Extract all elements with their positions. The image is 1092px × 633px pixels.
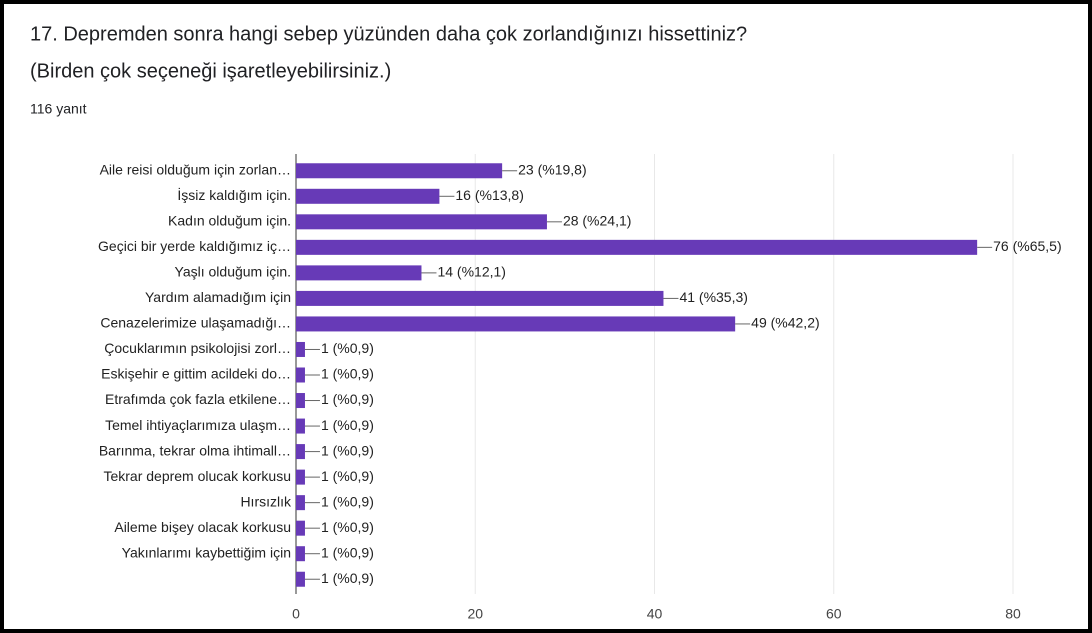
y-tick-label: Eskişehir e gittim acildeki do…: [101, 366, 291, 382]
y-tick-label: Temel ihtiyaçlarımıza ulaşm…: [105, 417, 291, 433]
value-label: 1 (%0,9): [321, 570, 374, 586]
y-tick-label: Aile reisi olduğum için zorlan…: [100, 161, 291, 177]
bar: [296, 367, 305, 383]
y-tick-label: İşsiz kaldığım için.: [177, 186, 291, 203]
value-label: 23 (%19,8): [518, 161, 586, 177]
bar: [296, 163, 503, 179]
y-tick-label: Kadın olduğum için.: [168, 213, 291, 229]
bar: [296, 265, 422, 281]
y-tick-label: Çocuklarımın psikolojisi zorl…: [104, 340, 291, 356]
x-tick-label: 0: [292, 606, 300, 622]
value-label: 1 (%0,9): [321, 442, 374, 458]
bar: [296, 393, 305, 409]
y-tick-label: Geçici bir yerde kaldığımız iç…: [98, 238, 291, 254]
chart-title: 17. Depremden sonra hangi sebep yüzünden…: [30, 23, 747, 45]
value-label: 49 (%42,2): [751, 315, 819, 331]
bar: [296, 546, 305, 562]
x-tick-label: 40: [647, 606, 663, 622]
y-tick-label: Aileme bişey olacak korkusu: [114, 519, 291, 535]
value-label: 1 (%0,9): [321, 391, 374, 407]
response-count: 116 yanıt: [30, 101, 87, 117]
value-label: 1 (%0,9): [321, 366, 374, 382]
y-tick-label: Yaşlı olduğum için.: [175, 264, 291, 280]
x-tick-label: 20: [467, 606, 483, 622]
bar: [296, 239, 978, 255]
bar: [296, 188, 440, 204]
y-tick-label: Yakınlarımı kaybettiğim için: [122, 544, 291, 560]
bar: [296, 316, 736, 332]
bar: [296, 495, 305, 511]
bar: [296, 444, 305, 460]
value-label: 1 (%0,9): [321, 340, 374, 356]
value-label: 76 (%65,5): [993, 238, 1061, 254]
bar: [296, 418, 305, 434]
x-tick-label: 80: [1005, 606, 1021, 622]
y-tick-label: Cenazelerimize ulaşamadığı…: [100, 315, 291, 331]
y-tick-label: Yardım alamadığım için: [145, 289, 291, 305]
bar: [296, 214, 547, 230]
value-label: 1 (%0,9): [321, 519, 374, 535]
value-label: 1 (%0,9): [321, 544, 374, 560]
bar: [296, 290, 664, 306]
value-label: 16 (%13,8): [455, 187, 523, 203]
bar: [296, 520, 305, 536]
x-tick-label: 60: [826, 606, 842, 622]
bar: [296, 341, 305, 357]
value-label: 1 (%0,9): [321, 417, 374, 433]
value-label: 1 (%0,9): [321, 493, 374, 509]
chart-subtitle: (Birden çok seçeneği işaretleyebilirsini…: [30, 60, 391, 82]
bar: [296, 469, 305, 485]
bar: [296, 571, 305, 587]
value-label: 1 (%0,9): [321, 468, 374, 484]
y-tick-label: Tekrar deprem olucak korkusu: [103, 468, 291, 484]
y-tick-label: Etrafımda çok fazla etkilene…: [105, 391, 291, 407]
y-tick-label: Barınma, tekrar olma ihtimall…: [99, 442, 291, 458]
value-label: 41 (%35,3): [679, 289, 747, 305]
value-label: 14 (%12,1): [437, 264, 505, 280]
y-tick-label: Hırsızlık: [240, 493, 292, 509]
value-label: 28 (%24,1): [563, 213, 631, 229]
